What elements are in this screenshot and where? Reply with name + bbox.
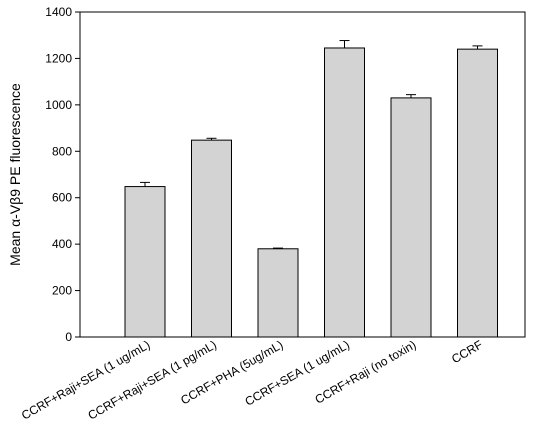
x-axis-ticks: CCRF+Raji+SEA (1 ug/mL)CCRF+Raji+SEA (1 …: [19, 337, 485, 422]
bar: [191, 139, 232, 338]
plot-border: [79, 11, 526, 338]
bar: [257, 248, 299, 338]
y-tick-label: 200: [52, 284, 72, 298]
y-tick-label: 1400: [45, 5, 72, 19]
y-tick-label: 1200: [45, 51, 72, 65]
bars: [124, 40, 498, 338]
y-axis-ticks: 0 200 400 600 800 1000 1200 1400: [45, 5, 80, 344]
plot-frame: [79, 11, 526, 338]
y-tick-label: 800: [52, 144, 72, 158]
y-tick-label: 0: [65, 330, 72, 344]
bar: [124, 186, 166, 338]
y-tick-label: 400: [52, 237, 72, 251]
bar: [457, 48, 498, 338]
bar: [324, 47, 365, 338]
y-tick-label: 1000: [45, 98, 72, 112]
x-tick-label: CCRF: [449, 337, 485, 366]
x-tick-label: CCRF+Raji+SEA (1 pg/mL): [86, 337, 219, 422]
bar: [390, 97, 432, 338]
y-axis-title: Mean α-Vβ9 PE fluorescence: [7, 83, 23, 266]
y-tick-label: 600: [52, 191, 72, 205]
